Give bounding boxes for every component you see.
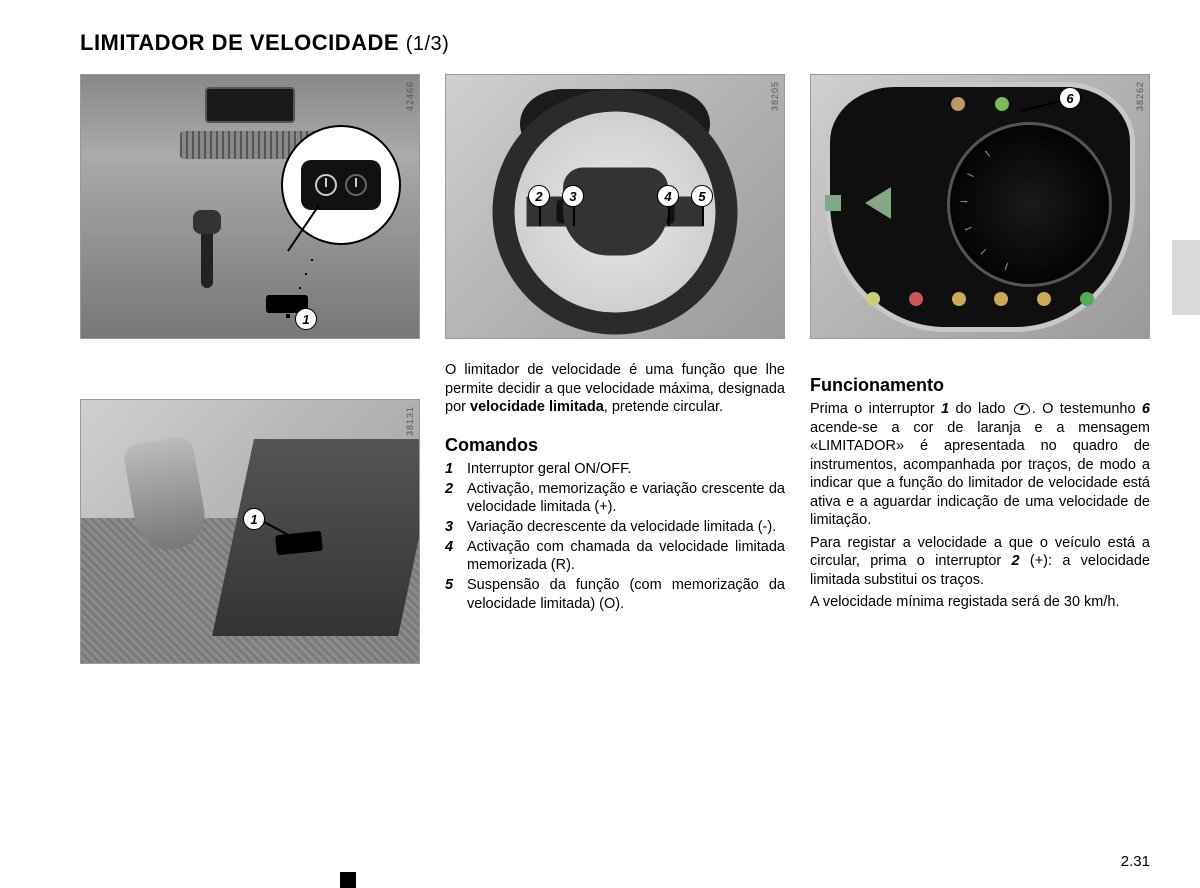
limiter-inline-icon: [1014, 403, 1030, 415]
funcionamento-text: Prima o interruptor 1 do lado . O testem…: [810, 400, 1150, 616]
cmd-item: 1 Interruptor geral ON/OFF.: [445, 460, 785, 478]
turn-signal-icon: [865, 187, 891, 219]
telltale-icon: [1037, 292, 1051, 306]
callout-3: 3: [562, 185, 584, 207]
cruise-icon: [345, 174, 367, 196]
callout-6: 6: [1059, 87, 1081, 109]
callout-2: 2: [528, 185, 550, 207]
cmd-num: 1: [445, 460, 467, 478]
cmd-text: Variação decrescente da velocidade limit…: [467, 518, 785, 536]
cmd-item: 5 Suspensão da função (com memorização d…: [445, 576, 785, 612]
cmd-item: 2 Activação, memorização e variação cres…: [445, 480, 785, 516]
figure-d-instrument-cluster: 6 38262: [810, 74, 1150, 339]
cmd-text: Interruptor geral ON/OFF.: [467, 460, 785, 478]
comandos-list: 1 Interruptor geral ON/OFF. 2 Activação,…: [445, 460, 785, 615]
cmd-text: Activação com chamada da velocidade limi…: [467, 538, 785, 574]
telltale-icon: [1080, 292, 1094, 306]
cmd-num: 3: [445, 518, 467, 536]
title-main: LIMITADOR DE VELOCIDADE: [80, 30, 399, 55]
func-p3: A velocidade mínima registada será de 30…: [810, 593, 1150, 612]
column-2: 2 3 4 5 38205 O limitador de velocidade …: [445, 74, 785, 664]
comandos-heading: Comandos: [445, 435, 785, 456]
telltale-icon: [952, 292, 966, 306]
image-id: 38205: [770, 81, 780, 111]
telltale-icon: [994, 292, 1008, 306]
cmd-num: 4: [445, 538, 467, 574]
cmd-text: Activação, memorização e variação cresce…: [467, 480, 785, 516]
image-id: 38262: [1135, 81, 1145, 111]
page-title: LIMITADOR DE VELOCIDADE (1/3): [80, 30, 1150, 56]
page-number: 2.31: [1121, 853, 1150, 870]
figure-b-console-lower: 1 38131: [80, 399, 420, 664]
func-p1: Prima o interruptor 1 do lado . O testem…: [810, 400, 1150, 530]
cmd-item: 3 Variação decrescente da velocidade lim…: [445, 518, 785, 536]
leader-line: [702, 206, 704, 226]
cmd-num: 5: [445, 576, 467, 612]
intro-paragraph: O limitador de velocidade é uma função q…: [445, 361, 785, 421]
column-3: 6 38262 Funcionamento Prima o interrupto…: [810, 74, 1150, 664]
fuel-gauge: [947, 122, 1112, 287]
column-1: 1 42466 1 38131: [80, 74, 420, 664]
leader-line: [573, 206, 575, 226]
callout-1: 1: [295, 308, 317, 330]
telltale-icon: [909, 292, 923, 306]
cmd-num: 2: [445, 480, 467, 516]
intro-post: , pretende circular.: [604, 399, 723, 415]
leader-line: [539, 206, 541, 226]
page: LIMITADOR DE VELOCIDADE (1/3): [0, 0, 1200, 684]
speed-limiter-icon: [315, 174, 337, 196]
cmd-item: 4 Activação com chamada da velocidade li…: [445, 538, 785, 574]
figure-a-console: 1 42466: [80, 74, 420, 339]
figure-c-steering-wheel: 2 3 4 5 38205: [445, 74, 785, 339]
image-id: 42466: [405, 81, 415, 111]
leader-line: [668, 206, 670, 226]
telltale-icon: [995, 97, 1009, 111]
footer-mark: [340, 872, 356, 888]
callout-5: 5: [691, 185, 713, 207]
cmd-text: Suspensão da função (com memorização da …: [467, 576, 785, 612]
figure-a-detail-circle: [281, 125, 401, 245]
image-id: 38131: [405, 406, 415, 436]
callout-1: 1: [243, 508, 265, 530]
columns: 1 42466 1 38131: [80, 74, 1150, 664]
title-sub: (1/3): [406, 33, 450, 55]
intro-bold: velocidade limitada: [470, 399, 604, 415]
func-p2: Para registar a velocidade a que o veícu…: [810, 534, 1150, 590]
telltale-icon: [951, 97, 965, 111]
telltale-icon: [866, 292, 880, 306]
side-tab: [1172, 240, 1200, 315]
callout-4: 4: [657, 185, 679, 207]
funcionamento-heading: Funcionamento: [810, 375, 1150, 396]
leader-line: [287, 315, 289, 317]
